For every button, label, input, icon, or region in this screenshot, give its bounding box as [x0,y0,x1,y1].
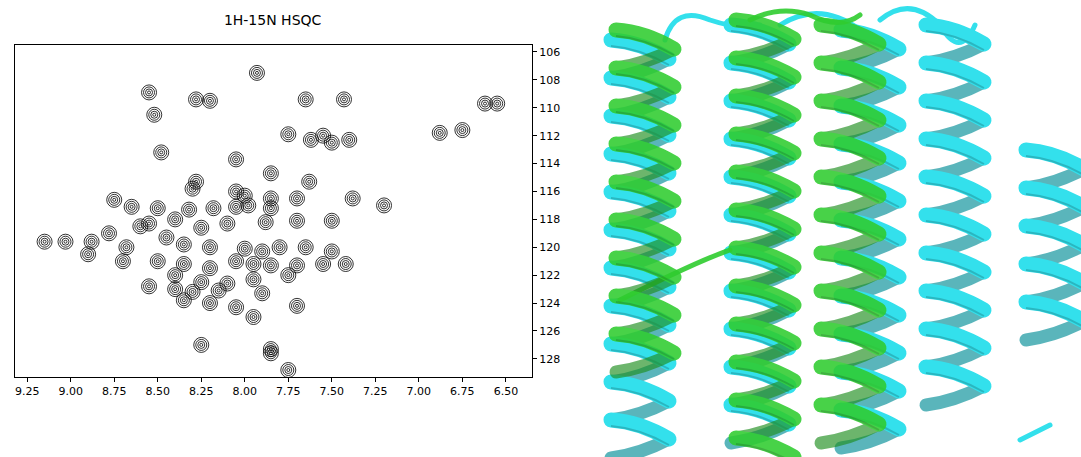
svg-text:7.25: 7.25 [363,385,388,398]
svg-text:120: 120 [539,241,560,254]
svg-text:6.50: 6.50 [494,385,519,398]
svg-text:124: 124 [539,297,560,310]
svg-text:126: 126 [539,325,560,338]
svg-text:8.50: 8.50 [145,385,170,398]
svg-text:114: 114 [539,157,560,170]
svg-text:1H-15N HSQC: 1H-15N HSQC [224,12,322,28]
svg-text:9.00: 9.00 [58,385,83,398]
svg-text:128: 128 [539,353,560,366]
svg-text:7.00: 7.00 [407,385,432,398]
svg-text:9.25: 9.25 [15,385,40,398]
svg-text:110: 110 [539,102,560,115]
svg-text:112: 112 [539,130,560,143]
svg-text:106: 106 [539,46,560,59]
svg-text:116: 116 [539,185,560,198]
svg-text:8.75: 8.75 [102,385,127,398]
svg-text:8.00: 8.00 [233,385,258,398]
svg-text:8.25: 8.25 [189,385,214,398]
svg-text:122: 122 [539,269,560,282]
svg-text:7.75: 7.75 [276,385,301,398]
svg-text:6.75: 6.75 [450,385,475,398]
svg-text:7.50: 7.50 [320,385,345,398]
svg-text:108: 108 [539,74,560,87]
svg-text:118: 118 [539,213,560,226]
